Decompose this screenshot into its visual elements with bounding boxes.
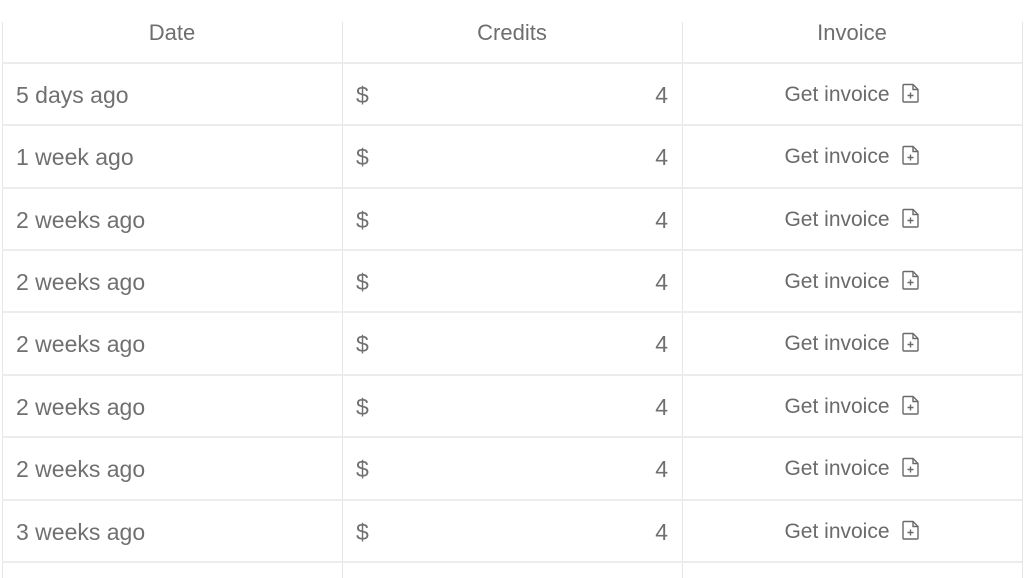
row-divider [2, 249, 1022, 251]
get-invoice-button[interactable]: Get invoice [682, 126, 1022, 188]
file-plus-icon [890, 395, 920, 418]
row-divider [2, 561, 1022, 563]
file-plus-icon [890, 208, 920, 231]
date-cell: 2 weeks ago [16, 207, 146, 233]
column-divider [1022, 22, 1023, 578]
currency-symbol: $ [356, 519, 369, 545]
currency-symbol: $ [356, 331, 369, 357]
credits-amount: 4 [655, 144, 668, 170]
credits-amount: 4 [655, 519, 668, 545]
currency-symbol: $ [356, 269, 369, 295]
currency-symbol: $ [356, 144, 369, 170]
table-row: 2 weeks ago $4 Get invoice [0, 376, 1024, 438]
currency-symbol: $ [356, 207, 369, 233]
row-divider [2, 436, 1022, 438]
credits-amount: 4 [655, 456, 668, 482]
row-divider [2, 187, 1022, 189]
table-row: 2 weeks ago $4 Get invoice [0, 251, 1024, 313]
row-divider [2, 124, 1022, 126]
get-invoice-label: Get invoice [784, 270, 890, 293]
get-invoice-button[interactable]: Get invoice [682, 501, 1022, 563]
header-date: Date [148, 20, 196, 45]
get-invoice-button[interactable]: Get invoice [682, 189, 1022, 251]
credits-amount: 4 [655, 269, 668, 295]
get-invoice-label: Get invoice [784, 332, 890, 355]
header-credits: Credits [477, 20, 547, 45]
column-divider [682, 22, 683, 578]
credits-amount: 4 [655, 82, 668, 108]
file-plus-icon [890, 83, 920, 106]
row-divider [2, 499, 1022, 501]
file-plus-icon [890, 520, 920, 543]
column-divider [342, 22, 343, 578]
currency-symbol: $ [356, 456, 369, 482]
get-invoice-label: Get invoice [784, 208, 890, 231]
get-invoice-button[interactable]: Get invoice [682, 376, 1022, 438]
credits-amount: 4 [655, 207, 668, 233]
currency-symbol: $ [356, 82, 369, 108]
credits-amount: 4 [655, 394, 668, 420]
date-cell: 2 weeks ago [16, 269, 146, 295]
table-row: 1 week ago $4 Get invoice [0, 126, 1024, 188]
get-invoice-button[interactable]: Get invoice [682, 313, 1022, 375]
get-invoice-button[interactable]: Get invoice [682, 251, 1022, 313]
row-divider [2, 62, 1022, 64]
header-invoice: Invoice [817, 20, 887, 45]
date-cell: 2 weeks ago [16, 331, 146, 357]
table-row: 2 weeks ago $4 Get invoice [0, 313, 1024, 375]
file-plus-icon [890, 270, 920, 293]
credits-amount: 4 [655, 331, 668, 357]
get-invoice-label: Get invoice [784, 83, 890, 106]
currency-symbol: $ [356, 394, 369, 420]
get-invoice-button[interactable]: Get invoice [682, 64, 1022, 126]
row-divider [2, 311, 1022, 313]
get-invoice-label: Get invoice [784, 395, 890, 418]
get-invoice-button[interactable]: Get invoice [682, 438, 1022, 500]
table-row: 2 weeks ago $4 Get invoice [0, 189, 1024, 251]
date-cell: 2 weeks ago [16, 456, 146, 482]
date-cell: 5 days ago [16, 82, 129, 108]
file-plus-icon [890, 145, 920, 168]
column-divider [2, 22, 3, 578]
get-invoice-label: Get invoice [784, 457, 890, 480]
table-row: 2 weeks ago $4 Get invoice [0, 438, 1024, 500]
row-divider [2, 374, 1022, 376]
get-invoice-label: Get invoice [784, 520, 890, 543]
date-cell: 3 weeks ago [16, 519, 146, 545]
table-row: 5 days ago $4 Get invoice [0, 64, 1024, 126]
table-row: 3 weeks ago $4 Get invoice [0, 501, 1024, 563]
file-plus-icon [890, 332, 920, 355]
date-cell: 1 week ago [16, 144, 134, 170]
date-cell: 2 weeks ago [16, 394, 146, 420]
get-invoice-label: Get invoice [784, 145, 890, 168]
file-plus-icon [890, 457, 920, 480]
